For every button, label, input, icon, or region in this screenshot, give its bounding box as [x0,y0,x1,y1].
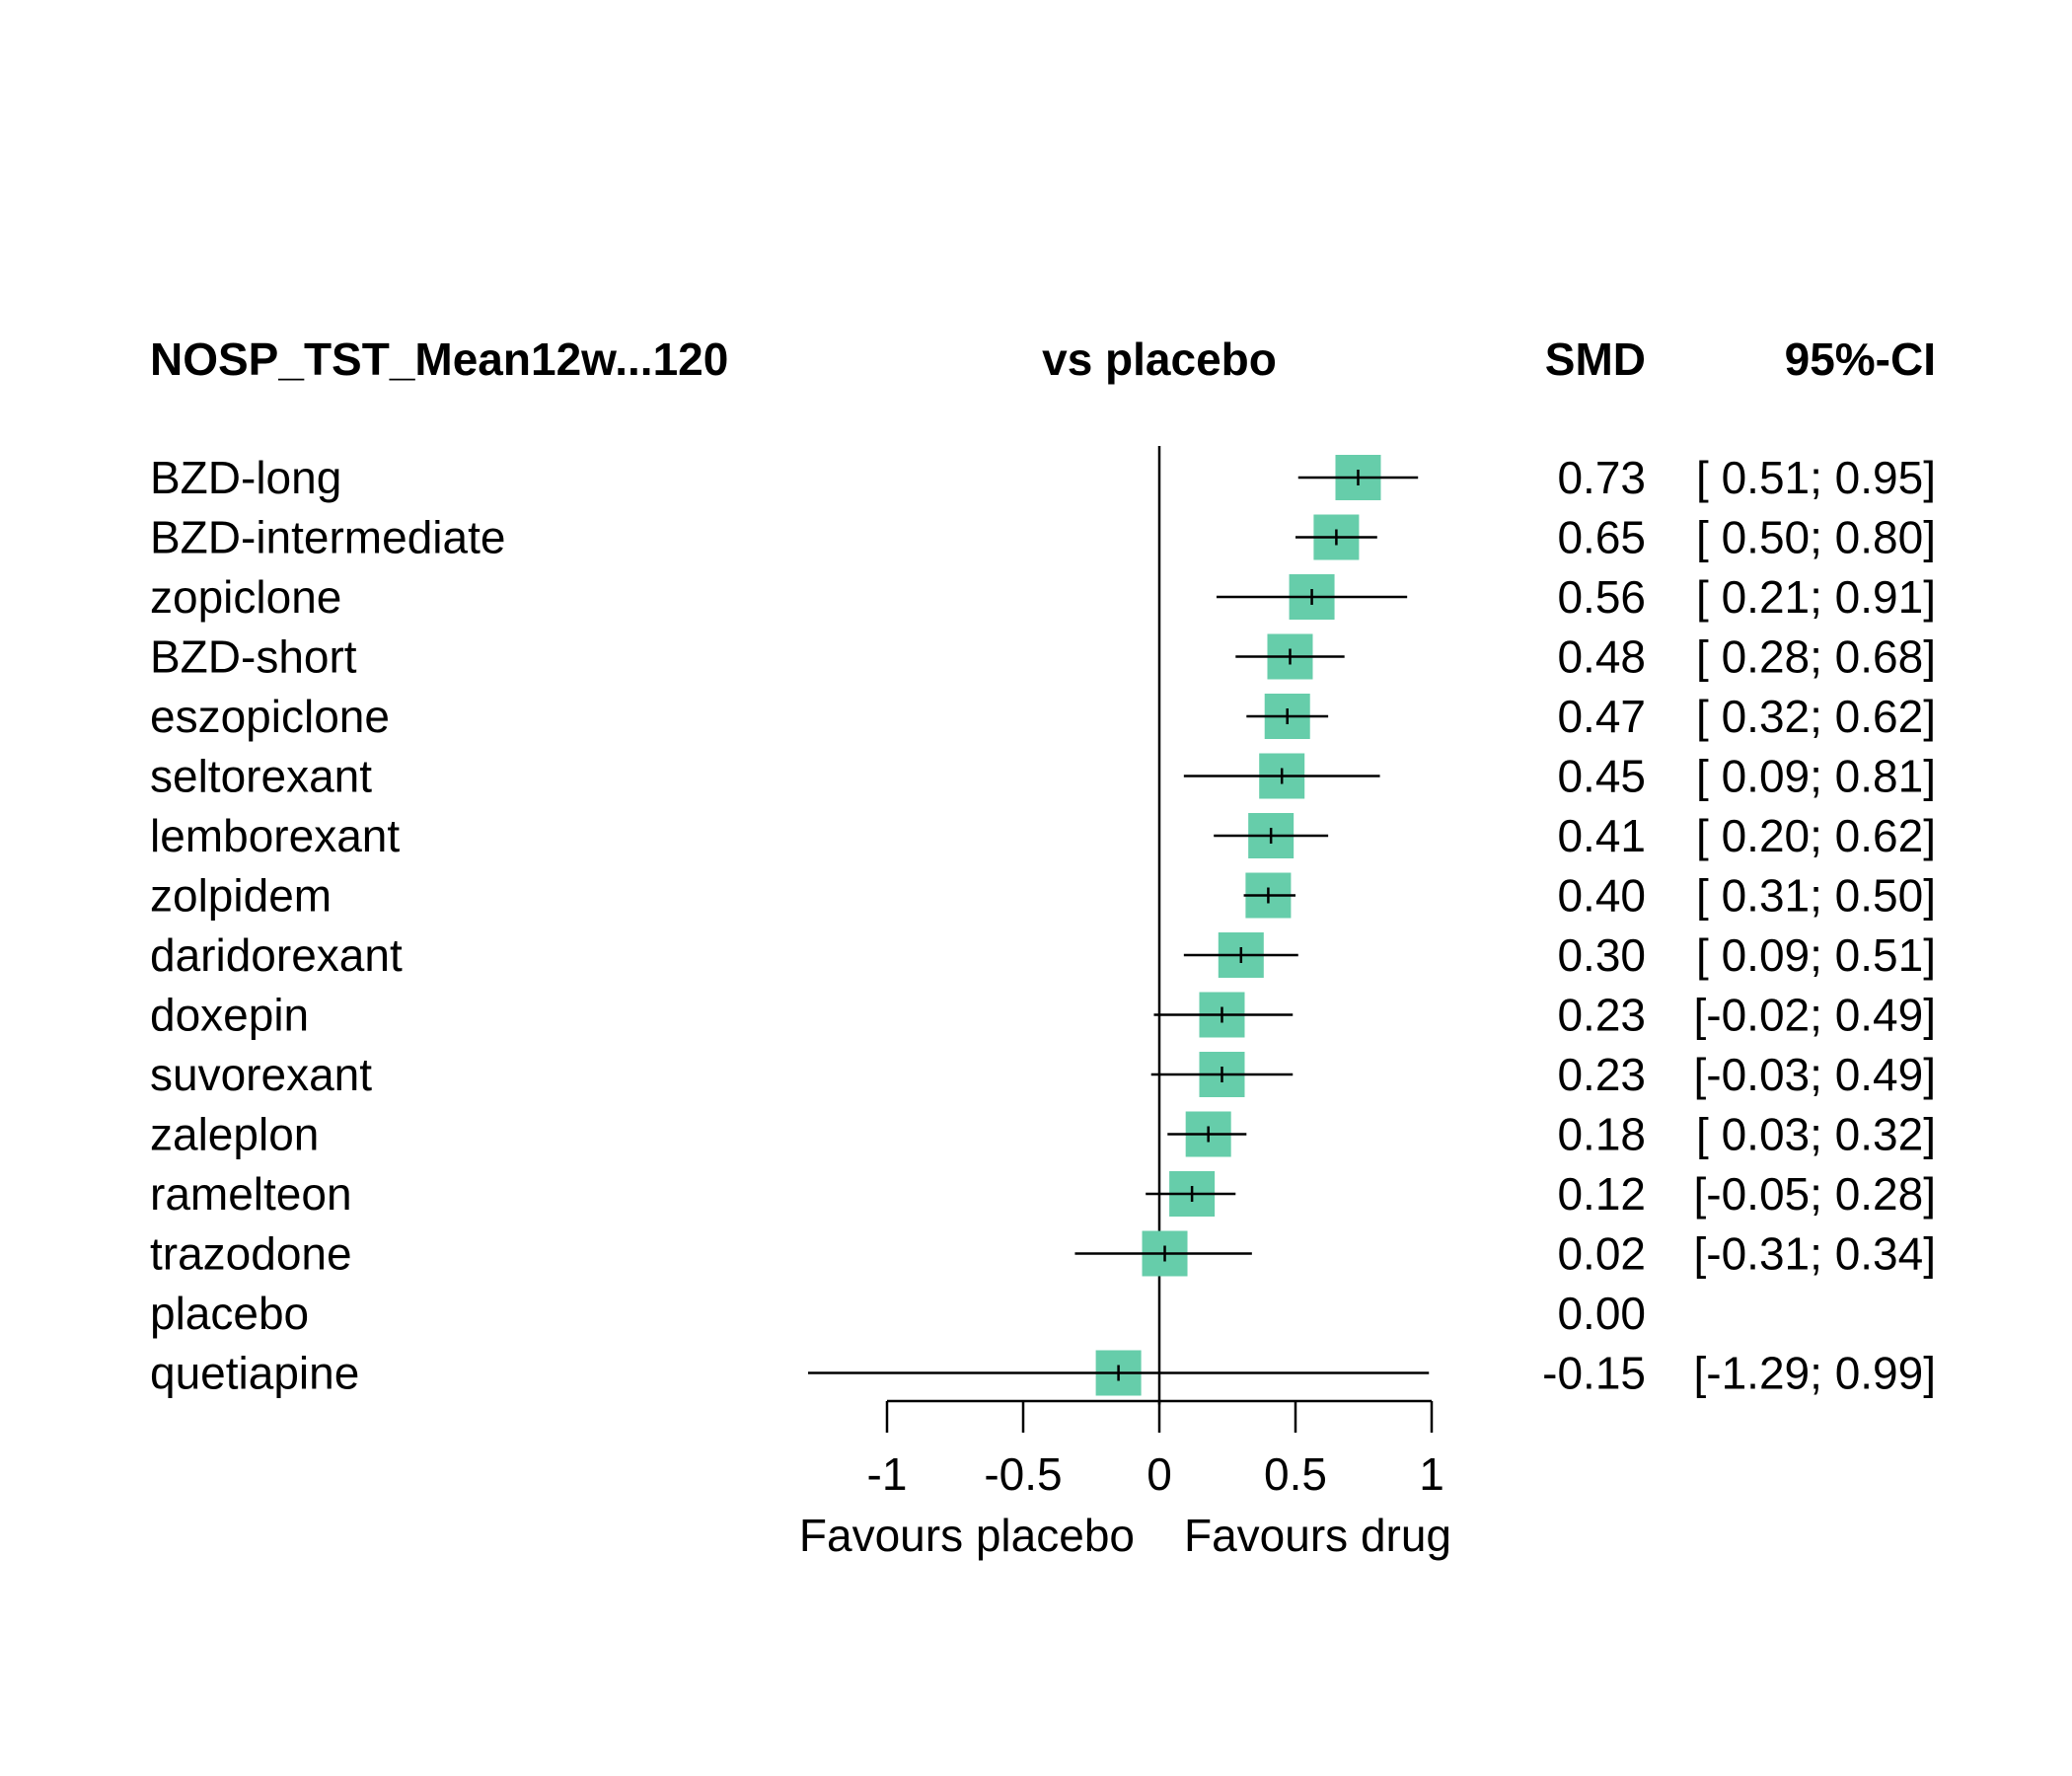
row-ci-value: [-0.05; 0.28] [1694,1168,1937,1220]
row-ci-value: [ 0.28; 0.68] [1696,631,1936,683]
row-smd-value: 0.73 [1557,452,1646,503]
x-tick-label: 0.5 [1264,1448,1327,1500]
row-smd-value: 0.65 [1557,512,1646,563]
row-label: zolpidem [150,870,332,922]
row-ci-value: [ 0.51; 0.95] [1696,452,1936,503]
header-effect: SMD [1545,333,1646,385]
row-label: daridorexant [150,929,403,981]
header-ci: 95%-CI [1785,333,1936,385]
row-label: lemborexant [150,810,400,861]
row-smd-value: 0.45 [1557,751,1646,802]
row-ci-value: [ 0.09; 0.81] [1696,751,1936,802]
row-label: suvorexant [150,1049,372,1100]
row-smd-value: 0.00 [1557,1288,1646,1339]
row-label: placebo [150,1288,309,1339]
header-comparison: NOSP_TST_Mean12w...120 [150,333,728,385]
row-ci-value: [ 0.03; 0.32] [1696,1109,1936,1160]
row-smd-value: 0.56 [1557,571,1646,623]
row-label: eszopiclone [150,691,390,742]
row-smd-value: 0.12 [1557,1168,1646,1220]
x-tick-label: 1 [1419,1448,1444,1500]
row-ci-value: [-0.02; 0.49] [1694,990,1937,1041]
x-tick-label: -0.5 [984,1448,1062,1500]
row-ci-value: [ 0.09; 0.51] [1696,929,1936,981]
row-smd-value: 0.02 [1557,1228,1646,1280]
row-ci-value: [ 0.32; 0.62] [1696,691,1936,742]
plot-area [807,446,1430,1405]
x-label-left: Favours placebo [799,1510,1135,1561]
row-label: quetiapine [150,1348,359,1399]
row-smd-value: 0.23 [1557,990,1646,1041]
row-smd-value: 0.48 [1557,631,1646,683]
row-label: zaleplon [150,1109,319,1160]
row-smd-value: -0.15 [1542,1348,1646,1399]
row-smd-value: 0.23 [1557,1049,1646,1100]
x-tick-label: 0 [1147,1448,1172,1500]
x-axis: -1 -0.5 0 0.5 1 Favours placebo Favours drug [799,1399,1451,1561]
row-ci-value: [ 0.21; 0.91] [1696,571,1936,623]
row-labels: BZD-long 0.73 [ 0.51; 0.95] BZD-intermediat… [150,452,1936,1399]
row-label: BZD-intermediate [150,512,505,563]
row-label: BZD-short [150,631,357,683]
row-label: ramelteon [150,1168,352,1220]
row-smd-value: 0.18 [1557,1109,1646,1160]
row-smd-value: 0.41 [1557,810,1646,861]
row-ci-value: [-1.29; 0.99] [1694,1348,1937,1399]
header-row: NOSP_TST_Mean12w...120 vs placebo SMD 95… [150,333,1936,385]
row-label: seltorexant [150,751,372,802]
row-ci-value: [ 0.50; 0.80] [1696,512,1936,563]
row-ci-value: [ 0.31; 0.50] [1696,870,1936,922]
header-reference: vs placebo [1042,333,1277,385]
row-smd-value: 0.40 [1557,870,1646,922]
row-ci-value: [-0.31; 0.34] [1694,1228,1937,1280]
row-ci-value: [ 0.20; 0.62] [1696,810,1936,861]
row-smd-value: 0.30 [1557,929,1646,981]
x-tick-label: -1 [867,1448,908,1500]
row-label: trazodone [150,1228,352,1280]
row-label: doxepin [150,990,309,1041]
row-ci-value: [-0.03; 0.49] [1694,1049,1937,1100]
row-label: zopiclone [150,571,341,623]
row-smd-value: 0.47 [1557,691,1646,742]
row-label: BZD-long [150,452,341,503]
x-label-right: Favours drug [1184,1510,1451,1561]
